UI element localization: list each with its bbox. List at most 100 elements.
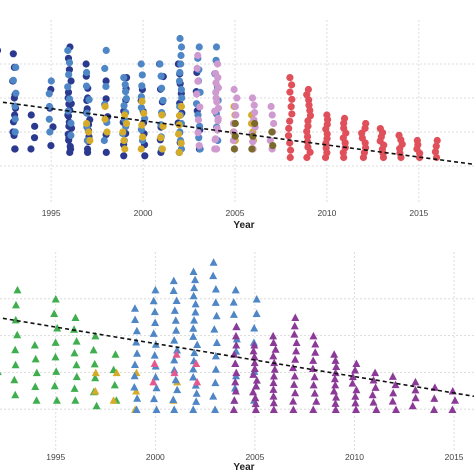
data-point (190, 348, 199, 357)
data-point (157, 134, 165, 142)
data-point (121, 87, 130, 96)
data-point (11, 128, 19, 136)
data-point (31, 122, 39, 130)
data-point (388, 372, 397, 380)
data-point (173, 346, 182, 354)
data-point (250, 323, 259, 332)
data-point (32, 368, 41, 377)
data-point (189, 364, 198, 373)
data-point (411, 393, 420, 402)
data-point (232, 111, 240, 119)
data-point (11, 390, 20, 399)
data-point (133, 394, 142, 402)
data-point (158, 145, 167, 153)
data-point (150, 359, 159, 367)
data-point (214, 84, 222, 92)
data-point (67, 77, 75, 85)
data-point (231, 102, 239, 111)
data-point (290, 330, 299, 338)
data-point (191, 299, 200, 308)
data-point (303, 138, 312, 146)
data-point (178, 94, 186, 102)
data-point (210, 325, 219, 333)
data-point (13, 330, 22, 339)
data-point (269, 331, 278, 340)
data-point (138, 97, 146, 105)
data-point (65, 58, 74, 67)
data-point (152, 383, 161, 392)
x-axis-title: Year (233, 462, 254, 473)
trend-line (0, 101, 474, 166)
data-point (121, 145, 129, 153)
data-point (137, 104, 146, 112)
data-point (177, 43, 186, 51)
data-point (231, 119, 239, 128)
data-point (12, 63, 20, 71)
data-point (101, 115, 109, 123)
data-point (172, 350, 181, 358)
data-point (287, 103, 295, 111)
data-point (231, 387, 240, 395)
data-point (351, 366, 360, 374)
data-point (47, 77, 55, 85)
data-point (303, 153, 311, 162)
data-point (209, 392, 218, 400)
data-point (312, 397, 321, 405)
data-point (189, 291, 198, 300)
data-point (291, 388, 300, 397)
data-point (211, 135, 220, 143)
data-point (150, 351, 159, 359)
x-tick-label: 2015 (409, 208, 428, 218)
data-point (352, 385, 361, 394)
data-point (89, 345, 98, 354)
data-point (304, 122, 312, 130)
data-point (110, 380, 119, 389)
data-point (212, 145, 221, 153)
data-point (194, 51, 202, 60)
x-tick-label: 2010 (345, 452, 364, 462)
data-point (132, 337, 141, 346)
data-point (71, 313, 80, 321)
data-point (159, 96, 167, 105)
data-point (170, 336, 179, 344)
data-point (306, 112, 315, 120)
data-point (130, 360, 139, 368)
data-point (270, 119, 278, 128)
data-point (213, 60, 222, 68)
data-point (340, 114, 349, 122)
data-point (231, 377, 240, 386)
data-point (291, 313, 300, 321)
data-point (229, 405, 238, 413)
data-point (192, 389, 201, 397)
data-point (159, 122, 167, 130)
data-point (408, 401, 417, 410)
data-point (122, 119, 131, 128)
data-point (67, 145, 75, 153)
data-point (171, 316, 180, 324)
data-point (120, 101, 128, 110)
data-point (192, 359, 201, 367)
data-point (177, 85, 185, 94)
data-point (91, 373, 100, 382)
data-point (196, 103, 204, 111)
data-point (311, 348, 320, 356)
data-point (332, 393, 341, 401)
data-point (288, 81, 296, 89)
data-point (133, 349, 142, 357)
data-point (285, 124, 293, 133)
data-point (177, 51, 185, 60)
data-point (190, 283, 199, 292)
data-point (51, 338, 60, 346)
data-point (194, 77, 202, 85)
data-point (138, 121, 146, 129)
data-point (121, 111, 129, 119)
data-point (308, 364, 317, 373)
data-point (292, 338, 301, 347)
data-point (31, 354, 40, 363)
data-point (286, 153, 294, 162)
data-point (451, 396, 460, 404)
data-point (45, 115, 53, 123)
data-point (430, 394, 439, 402)
data-point (269, 392, 278, 400)
